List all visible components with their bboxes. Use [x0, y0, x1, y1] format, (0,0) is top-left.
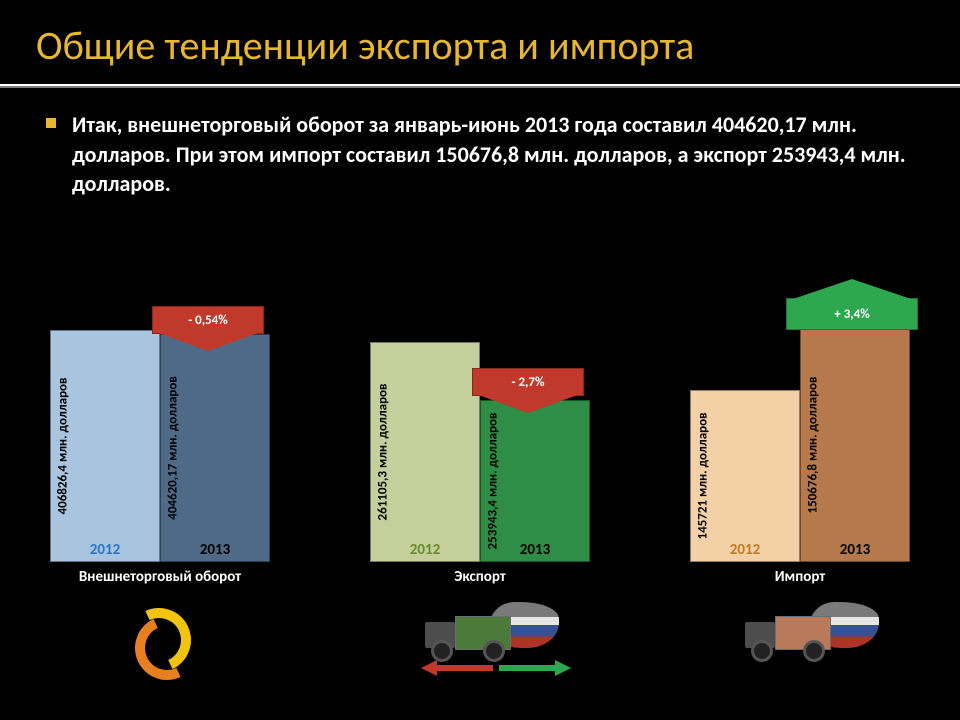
cycle-icon: [125, 594, 195, 682]
chart-group-export: 261105,3 млн. долларов2012253943,4 млн. …: [370, 316, 590, 682]
bar-year-label: 2013: [161, 539, 269, 561]
export-truck-icon: [425, 594, 535, 682]
bar-export-2012: 261105,3 млн. долларов 2012: [370, 342, 480, 562]
slide-title: Общие тенденции экспорта и импорта: [36, 24, 924, 68]
bar-import-2012: 145721 млн. долларов2012: [690, 390, 800, 562]
chart-group-import: 145721 млн. долларов2012150676,8 млн. до…: [690, 316, 910, 682]
bar-value-label: 150676,8 млн. долларов: [806, 377, 821, 514]
bullet-icon: [46, 118, 56, 128]
chart-caption: Экспорт: [454, 568, 506, 586]
bar-year-label: 2012: [51, 539, 159, 561]
chart-caption: Импорт: [775, 568, 825, 586]
bar-value-label: 253943,4 млн. долларов: [486, 413, 501, 550]
bar-turnover-2013: 404620,17 млн. долларов 2013: [160, 334, 270, 562]
chart-area: 406826,4 млн. долларов2012404620,17 млн.…: [0, 296, 960, 682]
bar-year-label: 2012: [691, 539, 799, 561]
import-truck-icon: [745, 594, 855, 682]
chart-caption: Внешнеторговый оборот: [79, 568, 241, 586]
bar-year-label: 2013: [801, 539, 909, 561]
chart-group-turnover: 406826,4 млн. долларов2012404620,17 млн.…: [50, 316, 270, 682]
bar-pair: 261105,3 млн. долларов2012253943,4 млн. …: [370, 316, 590, 562]
body-text: Итак, внешнеторговый оборот за январь-ию…: [0, 88, 960, 199]
bar-value-label: 404620,17 млн. долларов: [166, 376, 181, 520]
bar-export-2013: 253943,4 млн. долларов2013: [480, 400, 590, 562]
arrow-down-icon: - 0,54%: [152, 306, 264, 334]
slide: Общие тенденции экспорта и импорта Итак,…: [0, 0, 960, 720]
bar-pair: 145721 млн. долларов2012150676,8 млн. до…: [690, 316, 910, 562]
bar-pair: 406826,4 млн. долларов2012404620,17 млн.…: [50, 316, 270, 562]
bar-value-label: 145721 млн. долларов: [696, 412, 711, 539]
bar-turnover-2012: 406826,4 млн. долларов 2012: [50, 330, 160, 562]
arrow-down-icon: - 2,7%: [472, 368, 584, 396]
body-text-content: Итак, внешнеторговый оборот за январь-ию…: [72, 111, 906, 197]
bar-value-label: 406826,4 млн. долларов: [56, 378, 71, 515]
bar-year-label: 2012: [371, 539, 479, 561]
bar-value-label: 261105,3 млн. долларов: [376, 384, 391, 521]
bar-import-2013: 150676,8 млн. долларов 2013: [800, 328, 910, 562]
title-region: Общие тенденции экспорта и импорта: [0, 0, 960, 80]
arrow-up-icon: + 3,4%: [786, 298, 918, 330]
